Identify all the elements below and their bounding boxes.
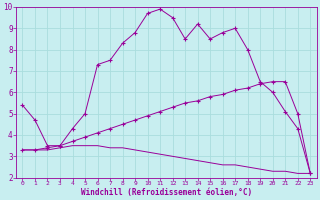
X-axis label: Windchill (Refroidissement éolien,°C): Windchill (Refroidissement éolien,°C) <box>81 188 252 197</box>
